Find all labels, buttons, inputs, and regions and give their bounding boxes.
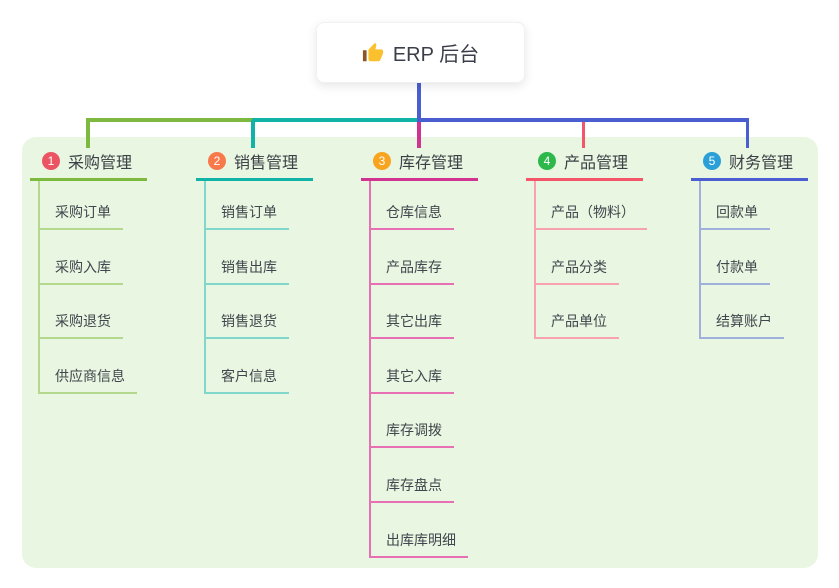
sub-topic: 销售订单 [204, 203, 289, 230]
branch-badge-4: 4 [538, 152, 556, 170]
sub-topic: 采购入库 [38, 258, 123, 285]
sub-topic: 库存调拨 [369, 421, 454, 449]
sub-topic: 客户信息 [204, 367, 289, 394]
sub-topic: 其它入库 [369, 367, 454, 394]
branch-trunk [369, 181, 371, 558]
connector-drop-purchase [86, 118, 90, 148]
root-node: ERP 后台 [316, 22, 525, 83]
branch-badge-1: 1 [42, 152, 60, 170]
sub-topic: 仓库信息 [369, 203, 454, 230]
connector-bus-green [86, 118, 254, 122]
branch-underline [526, 178, 643, 181]
branch-trunk [38, 181, 40, 394]
branch-underline [361, 178, 478, 181]
branch-underline [691, 178, 808, 181]
branch-label: 库存管理 [399, 155, 464, 172]
connector-bus-blue [417, 118, 749, 122]
branch-underline [196, 178, 313, 181]
branch-label: 采购管理 [68, 155, 133, 172]
connector-drop-finance [745, 118, 749, 148]
branch-badge-2: 2 [208, 152, 226, 170]
branch-badge-5: 5 [703, 152, 721, 170]
connector-root-drop [416, 81, 421, 122]
sub-topic: 回款单 [699, 203, 770, 230]
branch-underline [30, 178, 147, 181]
branch-trunk [204, 181, 206, 394]
connector-drop-sales [251, 120, 255, 148]
sub-topic: 结算账户 [699, 312, 784, 340]
sub-topic: 其它出库 [369, 312, 454, 340]
sub-topic: 销售退货 [204, 312, 289, 340]
branch-trunk [699, 181, 701, 339]
sub-topic: 采购退货 [38, 312, 123, 340]
branch-title-purchase-management: 1 采购管理 [30, 148, 147, 174]
branch-label: 销售管理 [234, 155, 299, 172]
sub-topic: 产品分类 [534, 258, 619, 285]
branches-panel [22, 137, 818, 568]
sub-topic: 销售出库 [204, 258, 289, 285]
sub-topic: 供应商信息 [38, 367, 137, 394]
branch-trunk [534, 181, 536, 339]
thumbs-up-icon [362, 42, 383, 61]
branch-label: 财务管理 [729, 155, 794, 172]
branch-title-sales-management: 2 销售管理 [196, 148, 313, 174]
sub-topic: 产品（物料） [534, 203, 647, 230]
branch-title-product-management: 4 产品管理 [526, 148, 643, 174]
branch-badge-3: 3 [373, 152, 391, 170]
connector-drop-inventory [417, 122, 421, 148]
branch-title-finance-management: 5 财务管理 [691, 148, 808, 174]
sub-topic: 付款单 [699, 258, 770, 285]
branch-title-inventory-management: 3 库存管理 [361, 148, 478, 174]
sub-topic: 出库库明细 [369, 531, 468, 558]
sub-topic: 采购订单 [38, 203, 123, 230]
connector-bus-teal [252, 118, 420, 122]
connector-drop-product [581, 122, 585, 148]
sub-topic: 库存盘点 [369, 476, 454, 503]
sub-topic: 产品库存 [369, 258, 454, 285]
sub-topic: 产品单位 [534, 312, 619, 340]
root-title: ERP 后台 [392, 44, 480, 66]
branch-label: 产品管理 [564, 155, 629, 172]
